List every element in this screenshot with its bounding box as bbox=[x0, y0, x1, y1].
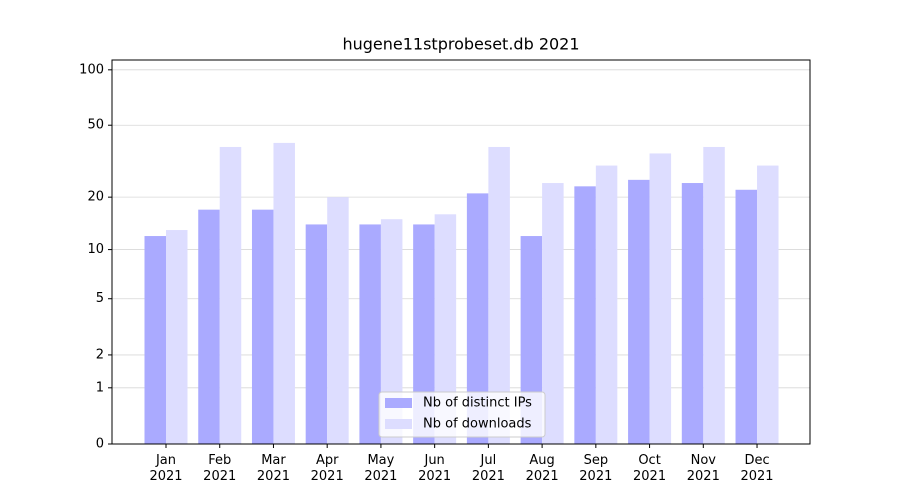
bar bbox=[703, 146, 725, 444]
bar bbox=[166, 230, 188, 444]
y-tick-label: 100 bbox=[79, 62, 104, 77]
bar bbox=[359, 224, 381, 444]
y-tick-label: 20 bbox=[87, 190, 104, 205]
y-tick-label: 50 bbox=[87, 118, 104, 133]
x-tick-label: Aug 2021 bbox=[525, 453, 559, 484]
bar bbox=[628, 179, 650, 445]
bar bbox=[488, 146, 510, 444]
x-tick-label: Jul 2021 bbox=[471, 453, 505, 484]
bar bbox=[413, 224, 435, 444]
y-tick-label: 10 bbox=[87, 242, 104, 257]
bar bbox=[542, 183, 564, 445]
x-tick-label: Sep 2021 bbox=[579, 453, 613, 484]
legend-box bbox=[378, 391, 546, 438]
x-tick-label: Nov 2021 bbox=[686, 453, 720, 484]
bar bbox=[219, 146, 242, 444]
x-tick-label: Oct 2021 bbox=[633, 453, 667, 484]
bar bbox=[649, 153, 672, 444]
x-tick-label: Jan 2021 bbox=[149, 453, 183, 484]
bar bbox=[327, 197, 349, 444]
bar bbox=[574, 186, 596, 444]
legend-label: Nb of downloads bbox=[423, 417, 532, 432]
y-tick-label: 1 bbox=[96, 380, 104, 395]
x-tick-label: Dec 2021 bbox=[740, 453, 774, 484]
y-tick-label: 0 bbox=[96, 437, 104, 452]
legend-swatch bbox=[385, 398, 412, 408]
x-tick-label: May 2021 bbox=[364, 453, 398, 484]
bar bbox=[434, 214, 457, 444]
bar bbox=[144, 236, 166, 444]
bar bbox=[251, 209, 274, 444]
bar bbox=[305, 224, 328, 444]
bar bbox=[735, 189, 758, 444]
bar bbox=[595, 165, 618, 445]
bar bbox=[380, 219, 403, 444]
x-tick-label: Mar 2021 bbox=[256, 453, 290, 484]
bar bbox=[466, 193, 489, 444]
x-tick-label: Apr 2021 bbox=[310, 453, 344, 484]
bar bbox=[198, 209, 220, 444]
y-tick-label: 2 bbox=[96, 347, 104, 362]
plot-frame bbox=[111, 59, 811, 445]
x-tick-label: Feb 2021 bbox=[203, 453, 237, 484]
chart-title: hugene11stprobeset.db 2021 bbox=[342, 35, 579, 54]
x-tick-label: Jun 2021 bbox=[418, 453, 452, 484]
bar bbox=[757, 165, 779, 445]
legend-label: Nb of distinct IPs bbox=[423, 396, 532, 411]
bar bbox=[273, 142, 295, 445]
bar bbox=[681, 183, 704, 445]
legend-swatch bbox=[385, 419, 412, 429]
y-tick-label: 5 bbox=[96, 291, 104, 306]
